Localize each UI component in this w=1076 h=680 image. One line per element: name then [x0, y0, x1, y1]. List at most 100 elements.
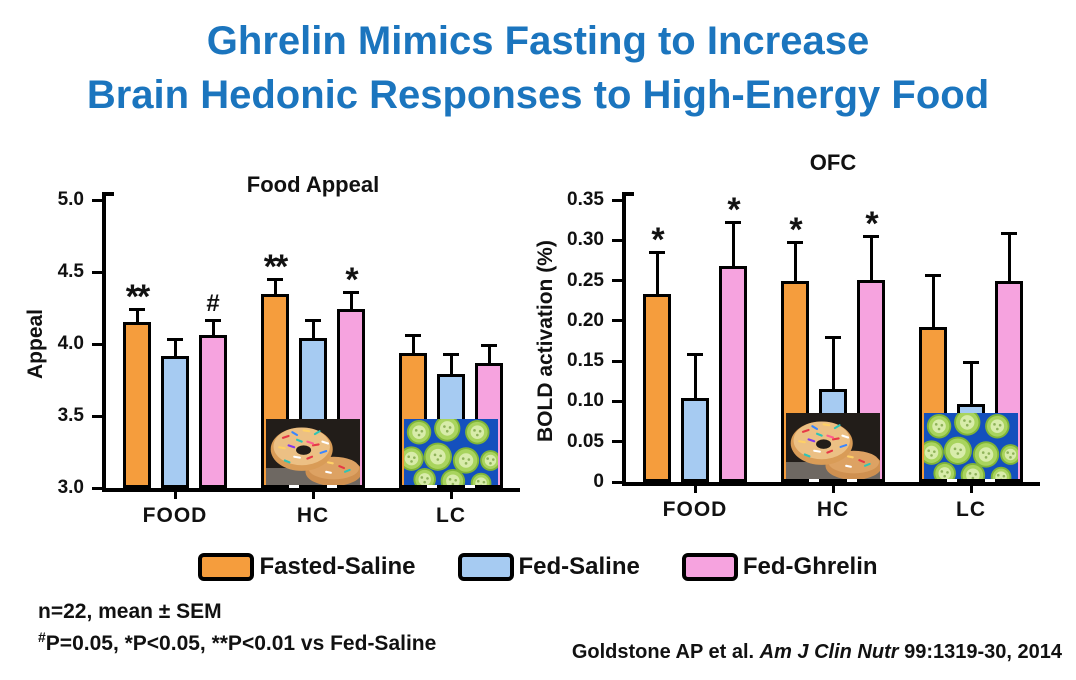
x-axis: [622, 482, 1040, 486]
errorbar-cap: [725, 221, 741, 225]
sig-marker-fed-ghrelin-hc: *: [865, 204, 878, 243]
errorbar-fasted-saline-food: [135, 310, 139, 325]
errorbar-cap: [787, 241, 803, 245]
errorbar-cap: [1001, 232, 1017, 236]
errorbar-fed-ghrelin-lc: [487, 346, 491, 365]
ytick-mark: [612, 359, 622, 363]
errorbar-fed-ghrelin-lc: [1007, 235, 1011, 284]
ytick-0.15: 0.15: [567, 350, 604, 372]
ytick-mark: [612, 319, 622, 323]
errorbar-fasted-saline-lc: [411, 336, 415, 355]
ytick-mark: [92, 486, 102, 490]
notes: n=22, mean ± SEM #P=0.05, *P<0.05, **P<0…: [38, 597, 436, 660]
errorbar-cap: [863, 234, 879, 238]
errorbar-fasted-saline-food: [655, 254, 659, 297]
bar-fed-ghrelin-food: [719, 266, 747, 482]
category-label-hc: HC: [816, 498, 850, 521]
errorbar-cap: [405, 333, 421, 337]
ytick-mark: [92, 198, 102, 202]
sig-marker-fasted-saline-hc: *: [789, 211, 802, 250]
ytick-0.10: 0.10: [567, 390, 604, 412]
main-title-line2: Brain Hedonic Responses to High-Energy F…: [86, 73, 990, 117]
errorbar-cap: [925, 273, 941, 277]
donuts-photo: [786, 413, 880, 479]
category-label-lc: LC: [436, 504, 466, 527]
legend-swatch-fed-saline: [457, 553, 514, 581]
ytick-mark: [92, 270, 102, 274]
x-tick: [449, 492, 453, 499]
sig-marker-fed-ghrelin-food: *: [727, 191, 740, 230]
ytick-mark: [612, 480, 622, 484]
ytick-5.0: 5.0: [57, 189, 84, 210]
main-title-line1: Ghrelin Mimics Fasting to Increase: [206, 19, 870, 63]
ytick-0.25: 0.25: [567, 269, 604, 291]
ytick-3.5: 3.5: [57, 405, 84, 426]
errorbar-fasted-saline-lc: [931, 276, 935, 330]
x-tick: [831, 486, 835, 493]
citation-rest: 99:1319-30, 2014: [898, 641, 1062, 663]
plot-area: ** # FOOD ** * HC LC: [106, 200, 520, 527]
chart-title-food-appeal: Food Appeal: [246, 172, 380, 197]
bar-group-food: ** # FOOD: [123, 200, 227, 527]
bar-slot: *: [857, 200, 885, 482]
bar-slot: [681, 200, 709, 482]
legend-item-fed-saline: Fed-Saline: [457, 553, 640, 581]
errorbar-cap: [963, 360, 979, 364]
y-axis: [622, 192, 626, 482]
y-axis-top-tick: [102, 192, 114, 196]
errorbar-fed-saline-hc: [831, 338, 835, 392]
plot-area: * * FOOD * * HC LC: [626, 191, 1040, 521]
errorbar-cap: [443, 352, 459, 356]
errorbar-fed-saline-food: [173, 341, 177, 358]
errorbar-fasted-saline-hc: [793, 244, 797, 283]
bar-fed-saline-food: [161, 355, 189, 488]
sig-marker-fed-ghrelin-food: #: [206, 290, 220, 318]
ofc-chart: OFC BOLD activation (%) 0 0.05 0.10 0.15 0.20 0…: [528, 148, 1076, 548]
category-label-hc: HC: [296, 504, 330, 527]
bar-group-lc: LC: [919, 200, 1023, 521]
ytick-3.0: 3.0: [57, 477, 84, 498]
legend-label-fed-saline: Fed-Saline: [518, 553, 640, 580]
legend-swatch-fed-ghrelin: [681, 553, 738, 581]
bar-fed-ghrelin-food: [199, 335, 227, 488]
citation-authors: Goldstone AP et al.: [571, 641, 760, 663]
errorbar-fed-ghrelin-hc: [869, 237, 873, 282]
donuts-photo: [266, 419, 360, 485]
ytick-mark: [92, 414, 102, 418]
sig-marker-fasted-saline-food: *: [651, 220, 664, 259]
sig-marker-fasted-saline-food: **: [125, 277, 151, 316]
bar-group-food: * * FOOD: [643, 191, 747, 521]
ytick-mark: [612, 238, 622, 242]
errorbar-cap: [205, 319, 221, 323]
bar-slot: **: [123, 200, 151, 488]
errorbar-cap: [267, 277, 283, 281]
significance-note-text: P=0.05, *P<0.05, **P<0.01 vs Fed-Saline: [45, 632, 437, 656]
errorbar-fed-ghrelin-hc: [349, 293, 353, 312]
errorbar-cap: [481, 343, 497, 347]
errorbar-fed-saline-lc: [969, 363, 973, 406]
ytick-0.30: 0.30: [567, 229, 604, 251]
ytick-4.0: 4.0: [57, 333, 84, 354]
x-tick: [969, 486, 973, 493]
bar-fed-saline-food: [681, 398, 709, 482]
x-tick: [173, 492, 177, 499]
y-axis: [102, 192, 106, 488]
bar-slot: *: [719, 191, 747, 482]
errorbar-fed-saline-hc: [311, 322, 315, 341]
bar-group-hc: * * HC: [781, 200, 885, 521]
y-axis-top-tick: [622, 192, 634, 196]
errorbar-fed-saline-food: [693, 355, 697, 401]
bar-slot: #: [199, 200, 227, 488]
errorbar-fed-ghrelin-food: [731, 224, 735, 269]
ytick-4.5: 4.5: [57, 261, 84, 282]
x-tick: [693, 486, 697, 493]
sample-size-note: n=22, mean ± SEM: [38, 600, 222, 623]
sig-marker-fed-ghrelin-hc: *: [345, 260, 358, 299]
ytick-mark: [92, 342, 102, 346]
category-label-food: FOOD: [662, 498, 728, 521]
citation: Goldstone AP et al. Am J Clin Nutr 99:13…: [572, 641, 1062, 664]
bar-slot: [161, 200, 189, 488]
errorbar-fed-saline-lc: [449, 355, 453, 377]
ytick-0.05: 0.05: [567, 430, 604, 452]
